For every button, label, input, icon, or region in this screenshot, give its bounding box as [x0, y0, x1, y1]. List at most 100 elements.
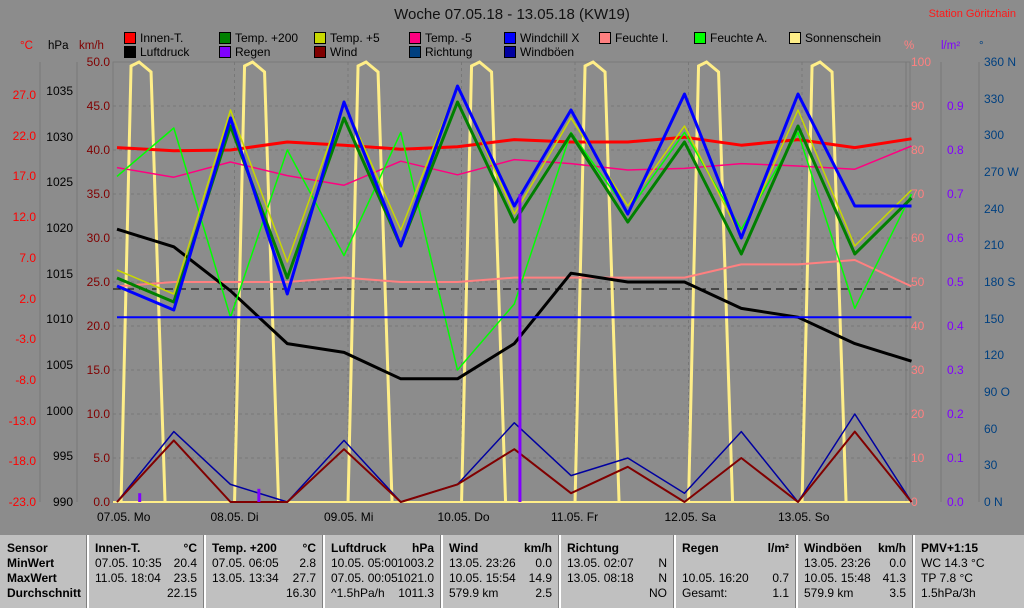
wind-tick: 25.0 — [86, 275, 110, 289]
stats-value: NO — [649, 586, 667, 600]
legend-item: Temp. -5 — [409, 31, 472, 45]
direction-tick: 0 N — [984, 495, 1003, 509]
legend-label: Luftdruck — [140, 45, 190, 59]
stats-time: 07.05. 06:05 — [212, 556, 279, 570]
legend-label: Wind — [330, 45, 358, 59]
stats-cell-row: Luftdruck hPa — [325, 541, 440, 556]
pressure-tick: 1005 — [46, 358, 73, 372]
stats-time: 13.05. 08:18 — [567, 571, 634, 585]
stats-column-header: Regen — [682, 541, 719, 555]
legend-swatch — [124, 32, 136, 44]
legend-item: Temp. +200 — [219, 31, 298, 45]
legend-item: Windböen — [504, 45, 574, 59]
legend-item: Windchill X — [504, 31, 579, 45]
legend-item: Luftdruck — [124, 45, 189, 59]
humidity-tick: 40 — [911, 319, 925, 333]
legend-label: Feuchte I. — [615, 31, 669, 45]
stats-value: 23.5 — [173, 571, 197, 585]
x-tick-label: 10.05. Do — [437, 510, 490, 524]
stats-value: 41.3 — [882, 571, 906, 585]
chart-plot — [39, 60, 980, 503]
stats-value: 1021.0 — [397, 571, 434, 585]
humidity-tick: 80 — [911, 143, 925, 157]
pmv-line: TP 7.8 °C — [921, 571, 973, 585]
direction-tick: 330 — [984, 91, 1005, 106]
temp-tick: 2.0 — [19, 291, 36, 306]
legend-item: Wind — [314, 45, 357, 59]
legend-swatch — [219, 32, 231, 44]
stats-cell-row: Regen l/m² — [676, 541, 795, 556]
direction-tick: 30 — [984, 458, 998, 473]
legend-label: Regen — [235, 45, 271, 59]
stats-column-unit: °C — [183, 541, 197, 555]
stats-cell-row: 07.05. 10:35 20.4 — [89, 556, 203, 571]
pressure-tick: 1000 — [46, 403, 73, 418]
stats-value: 1011.3 — [398, 586, 434, 600]
stats-value: 0.7 — [772, 571, 789, 585]
humidity-tick: 30 — [911, 363, 925, 377]
wind-tick: 5.0 — [93, 451, 110, 465]
stats-value: 22.15 — [166, 586, 197, 600]
legend-label: Richtung — [425, 45, 473, 59]
column-separator — [322, 535, 325, 608]
column-separator — [440, 535, 443, 608]
stats-column: Windböen km/h 13.05. 23:26 0.0 10.05. 15:48 4… — [798, 535, 912, 608]
rain-tick: 0.8 — [947, 143, 964, 157]
stats-sensor-column: Sensor MinWert MaxWert Durchschnitt — [0, 535, 86, 608]
stats-column: Innen-T. °C 07.05. 10:35 20.4 11.05. 18:04 23… — [89, 535, 203, 608]
stats-column-header: Luftdruck — [331, 541, 387, 555]
legend-swatch — [314, 32, 326, 44]
rain-bar — [518, 194, 522, 502]
column-separator — [86, 535, 89, 608]
legend-label: Innen-T. — [140, 31, 184, 45]
legend-swatch — [599, 32, 611, 44]
wind-tick: 35.0 — [86, 187, 110, 201]
sunshine-mark — [119, 60, 167, 503]
stats-cell-row: 16.30 — [206, 586, 322, 601]
direction-tick: 360 N — [984, 55, 1017, 69]
pressure-tick: 1025 — [46, 175, 73, 190]
stats-cell-row: 07.05. 06:05 2.8 — [206, 556, 322, 571]
column-separator — [912, 535, 915, 608]
stats-value: 27.7 — [292, 571, 316, 585]
stats-time: 11.05. 18:04 — [95, 571, 161, 585]
legend-swatch — [789, 32, 801, 44]
stats-time: 07.05. 10:35 — [95, 556, 162, 570]
stats-cell-row: 11.05. 18:04 23.5 — [89, 571, 203, 586]
stats-time: ^1.5hPa/h — [331, 586, 385, 600]
stats-cell-row: Gesamt: 1.1 — [676, 586, 795, 601]
stats-cell-row: 10.05. 16:20 0.7 — [676, 571, 795, 586]
legend-label: Temp. +5 — [330, 31, 380, 45]
stats-cell-row: 13.05. 13:34 27.7 — [206, 571, 322, 586]
stats-cell-row — [676, 556, 795, 571]
stats-cell-row: 579.9 km 3.5 — [798, 586, 912, 601]
legend-label: Temp. -5 — [425, 31, 472, 45]
stats-cell-row: 10.05. 15:54 14.9 — [443, 571, 558, 586]
stats-column-header: Innen-T. — [95, 541, 141, 555]
rain-unit: l/m² — [941, 40, 961, 52]
stats-column-header: Windböen — [804, 541, 862, 555]
legend-item: Regen — [219, 45, 270, 59]
series-feuchte-i- — [116, 259, 912, 288]
temp-tick: 12.0 — [12, 210, 36, 225]
direction-tick: 120 — [984, 348, 1005, 363]
temp-tick: -3.0 — [15, 332, 36, 347]
stats-time: Gesamt: — [682, 586, 728, 600]
legend-item: Feuchte I. — [599, 31, 668, 45]
rain-bar — [257, 488, 261, 502]
stats-time: 579.9 km — [804, 586, 854, 600]
stats-column-unit: l/m² — [767, 541, 789, 555]
stats-time: 579.9 km — [449, 586, 499, 600]
pmv-line: WC 14.3 °C — [921, 556, 985, 570]
legend-item: Richtung — [409, 45, 472, 59]
legend-item: Sonnenschein — [789, 31, 881, 45]
pressure-tick: 1030 — [46, 129, 73, 144]
stats-row-label: Sensor — [7, 541, 48, 555]
stats-value: 3.5 — [889, 586, 906, 600]
rain-tick: 0.4 — [947, 319, 964, 333]
wind-tick: 40.0 — [86, 143, 110, 157]
rain-tick: 0.0 — [947, 495, 964, 509]
wind-tick: 10.0 — [86, 407, 110, 421]
stats-value: N — [658, 556, 667, 570]
stats-table: Sensor MinWert MaxWert Durchschnitt Innen-T.… — [0, 535, 1024, 608]
